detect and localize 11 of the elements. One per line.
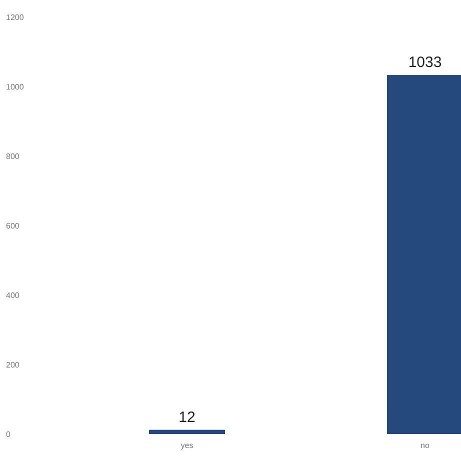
x-tick-label: yes [180,441,194,450]
data-label: 12 [178,408,196,426]
y-tick-label: 0 [6,430,11,439]
x-tick-label: no [420,441,430,450]
y-tick-label: 800 [6,152,20,161]
y-tick-label: 400 [6,290,20,300]
y-tick-label: 600 [6,221,20,230]
y-tick-label: 200 [6,360,20,370]
y-tick-label: 1000 [6,82,24,92]
data-label: 1033 [408,54,442,72]
y-tick-label: 1200 [6,12,24,22]
